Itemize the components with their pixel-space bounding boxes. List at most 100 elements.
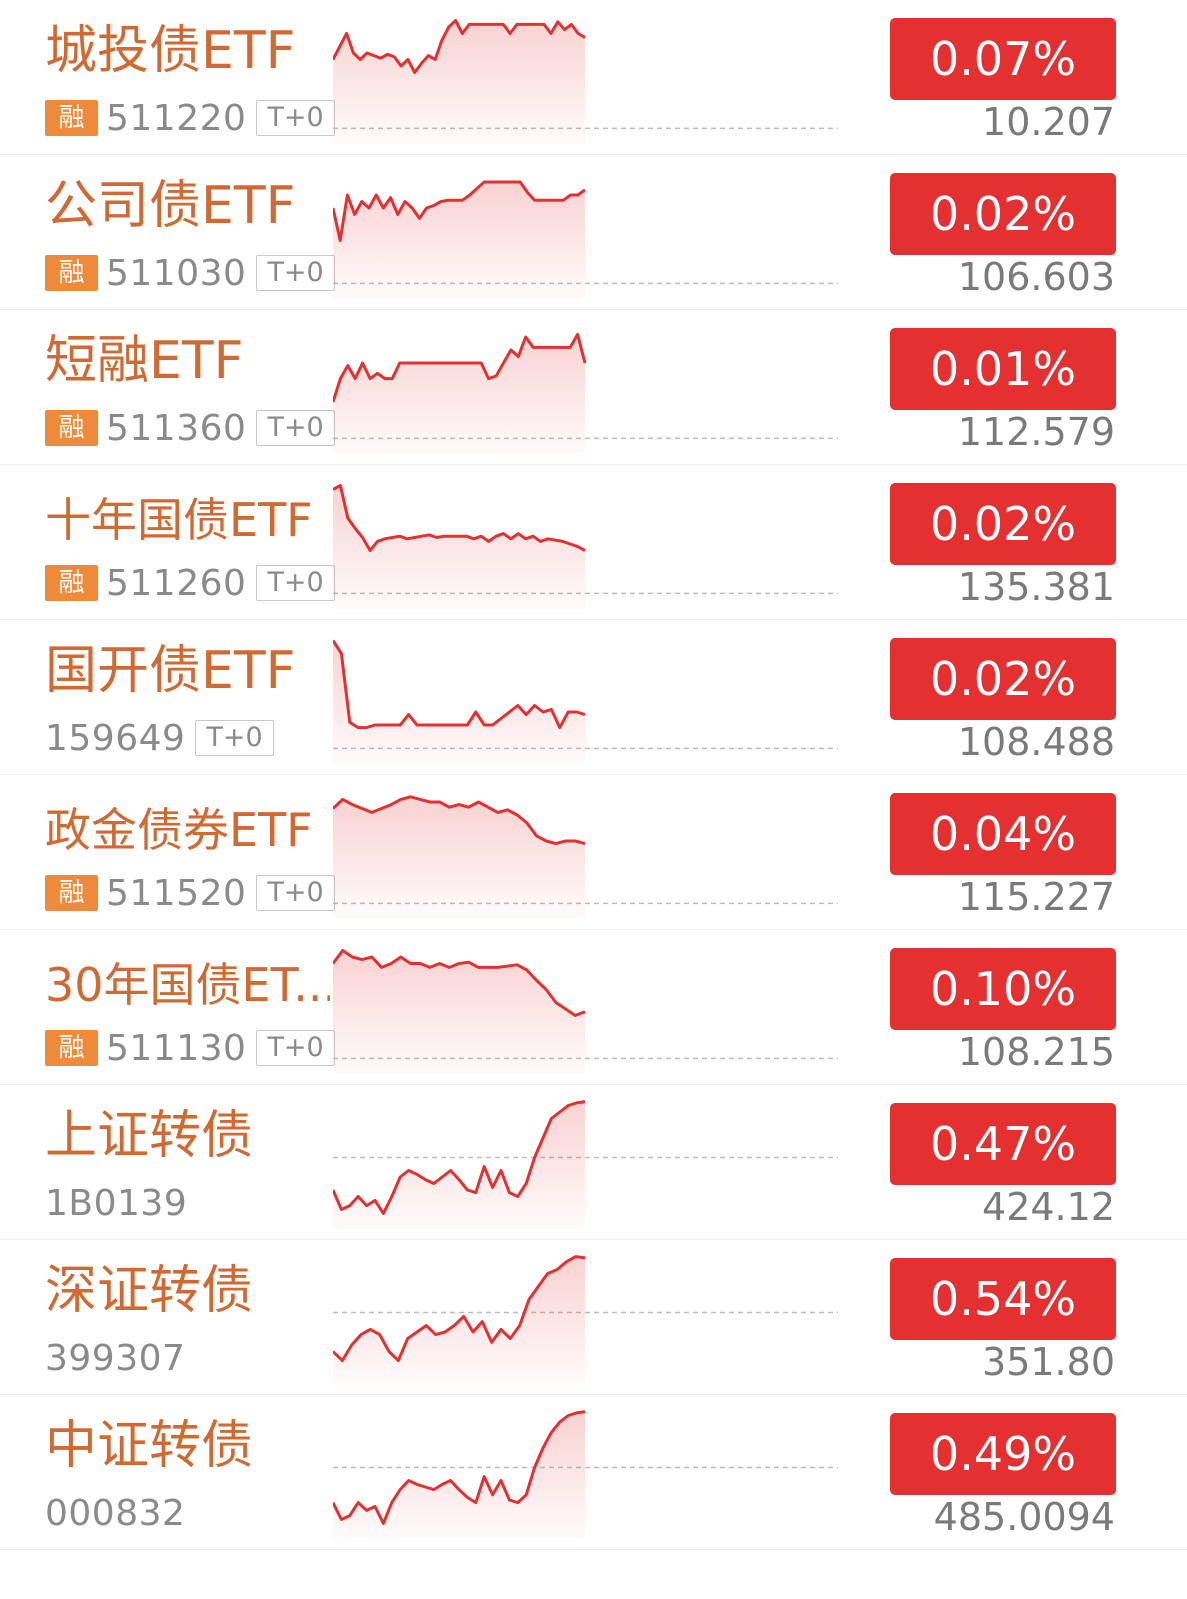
etf-name: 30年国债ET... bbox=[45, 958, 330, 1012]
intraday-sparkline bbox=[333, 180, 838, 299]
sparkline-area bbox=[333, 950, 585, 1074]
last-price: 106.603 bbox=[957, 255, 1115, 299]
sparkline-line bbox=[333, 1410, 586, 1525]
etf-code: 511220 bbox=[106, 97, 247, 139]
sparkline-area bbox=[333, 1411, 585, 1539]
change-badge[interactable]: 0.02% bbox=[890, 173, 1116, 255]
last-price: 10.207 bbox=[982, 100, 1115, 144]
etf-row-000832[interactable]: 中证转债 000832 0.49% 485.0094 bbox=[0, 1395, 1187, 1550]
etf-meta: 融 511030 T+0 bbox=[45, 251, 335, 295]
etf-row-399307[interactable]: 深证转债 399307 0.54% 351.80 bbox=[0, 1240, 1187, 1395]
margin-trading-badge: 融 bbox=[45, 875, 98, 911]
change-badge[interactable]: 0.07% bbox=[890, 18, 1116, 100]
etf-name: 十年国债ETF bbox=[45, 493, 313, 547]
intraday-sparkline bbox=[333, 1100, 838, 1229]
last-price: 424.12 bbox=[982, 1185, 1115, 1229]
etf-code: 399307 bbox=[45, 1337, 186, 1379]
last-price: 351.80 bbox=[982, 1340, 1115, 1384]
sparkline-line bbox=[333, 639, 586, 730]
etf-code: 511520 bbox=[106, 872, 247, 914]
etf-meta: 融 511520 T+0 bbox=[45, 871, 335, 915]
t0-tag: T+0 bbox=[256, 100, 335, 136]
t0-tag: T+0 bbox=[256, 410, 335, 446]
change-badge[interactable]: 0.10% bbox=[890, 948, 1116, 1030]
etf-meta: 399307 bbox=[45, 1336, 185, 1380]
etf-name: 政金债券ETF bbox=[45, 803, 313, 857]
etf-row-511220[interactable]: 城投债ETF 融 511220 T+0 0.07% 10.207 bbox=[0, 0, 1187, 155]
etf-code: 511130 bbox=[106, 1027, 247, 1069]
etf-name: 深证转债 bbox=[45, 1261, 254, 1321]
change-badge[interactable]: 0.01% bbox=[890, 328, 1116, 410]
change-badge[interactable]: 0.02% bbox=[890, 638, 1116, 720]
t0-tag: T+0 bbox=[256, 255, 335, 291]
etf-meta: 000832 bbox=[45, 1491, 185, 1535]
etf-name: 短融ETF bbox=[45, 331, 244, 391]
last-price: 108.488 bbox=[957, 720, 1115, 764]
etf-row-1B0139[interactable]: 上证转债 1B0139 0.47% 424.12 bbox=[0, 1085, 1187, 1240]
etf-meta: 159649 T+0 bbox=[45, 716, 274, 760]
margin-trading-badge: 融 bbox=[45, 100, 98, 136]
intraday-sparkline bbox=[333, 795, 838, 919]
etf-name: 国开债ETF bbox=[45, 641, 296, 701]
etf-code: 511260 bbox=[106, 562, 247, 604]
sparkline-line bbox=[333, 949, 586, 1017]
change-badge[interactable]: 0.54% bbox=[890, 1258, 1116, 1340]
intraday-sparkline bbox=[333, 639, 838, 764]
sparkline-line bbox=[333, 484, 586, 552]
sparkline-line bbox=[333, 19, 586, 74]
sparkline-line bbox=[333, 795, 586, 846]
last-price: 485.0094 bbox=[933, 1495, 1115, 1539]
t0-tag: T+0 bbox=[195, 720, 274, 756]
etf-name: 上证转债 bbox=[45, 1106, 254, 1166]
etf-name: 城投债ETF bbox=[45, 21, 296, 81]
etf-row-511030[interactable]: 公司债ETF 融 511030 T+0 0.02% 106.603 bbox=[0, 155, 1187, 310]
sparkline-line bbox=[333, 1100, 586, 1215]
intraday-sparkline bbox=[333, 19, 838, 144]
sparkline-area bbox=[333, 1101, 585, 1229]
margin-trading-badge: 融 bbox=[45, 1030, 98, 1066]
last-price: 135.381 bbox=[957, 565, 1115, 609]
t0-tag: T+0 bbox=[256, 565, 335, 601]
sparkline-area bbox=[333, 485, 585, 609]
last-price: 112.579 bbox=[957, 410, 1115, 454]
last-price: 115.227 bbox=[957, 875, 1115, 919]
margin-trading-badge: 融 bbox=[45, 565, 98, 601]
etf-meta: 融 511220 T+0 bbox=[45, 96, 335, 140]
t0-tag: T+0 bbox=[256, 1030, 335, 1066]
sparkline-line bbox=[333, 332, 587, 403]
last-price: 108.215 bbox=[957, 1030, 1115, 1074]
margin-trading-badge: 融 bbox=[45, 410, 98, 446]
intraday-sparkline bbox=[333, 1255, 838, 1384]
etf-meta: 融 511260 T+0 bbox=[45, 561, 335, 605]
etf-code: 159649 bbox=[45, 717, 186, 759]
intraday-sparkline bbox=[333, 949, 838, 1074]
etf-meta: 融 511360 T+0 bbox=[45, 406, 335, 450]
etf-meta: 融 511130 T+0 bbox=[45, 1026, 335, 1070]
intraday-sparkline bbox=[333, 1410, 838, 1539]
etf-code: 1B0139 bbox=[45, 1182, 188, 1224]
etf-row-511260[interactable]: 十年国债ETF 融 511260 T+0 0.02% 135.381 bbox=[0, 465, 1187, 620]
sparkline-area bbox=[333, 640, 585, 764]
change-badge[interactable]: 0.47% bbox=[890, 1103, 1116, 1185]
etf-code: 000832 bbox=[45, 1492, 186, 1534]
etf-code: 511360 bbox=[106, 407, 247, 449]
sparkline-area bbox=[333, 1256, 585, 1384]
sparkline-line bbox=[333, 180, 586, 242]
etf-row-511360[interactable]: 短融ETF 融 511360 T+0 0.01% 112.579 bbox=[0, 310, 1187, 465]
etf-row-159649[interactable]: 国开债ETF 159649 T+0 0.02% 108.488 bbox=[0, 620, 1187, 775]
etf-name: 中证转债 bbox=[45, 1416, 254, 1476]
etf-row-511130[interactable]: 30年国债ET... 融 511130 T+0 0.10% 108.215 bbox=[0, 930, 1187, 1085]
change-badge[interactable]: 0.49% bbox=[890, 1413, 1116, 1495]
sparkline-area bbox=[333, 796, 585, 919]
etf-row-511520[interactable]: 政金债券ETF 融 511520 T+0 0.04% 115.227 bbox=[0, 775, 1187, 930]
change-badge[interactable]: 0.02% bbox=[890, 483, 1116, 565]
sparkline-line bbox=[333, 1255, 586, 1363]
etf-meta: 1B0139 bbox=[45, 1181, 187, 1225]
sparkline-area bbox=[333, 334, 585, 454]
t0-tag: T+0 bbox=[256, 875, 335, 911]
change-badge[interactable]: 0.04% bbox=[890, 793, 1116, 875]
sparkline-area bbox=[333, 20, 585, 144]
etf-name: 公司债ETF bbox=[45, 176, 296, 236]
margin-trading-badge: 融 bbox=[45, 255, 98, 291]
intraday-sparkline bbox=[333, 484, 838, 609]
